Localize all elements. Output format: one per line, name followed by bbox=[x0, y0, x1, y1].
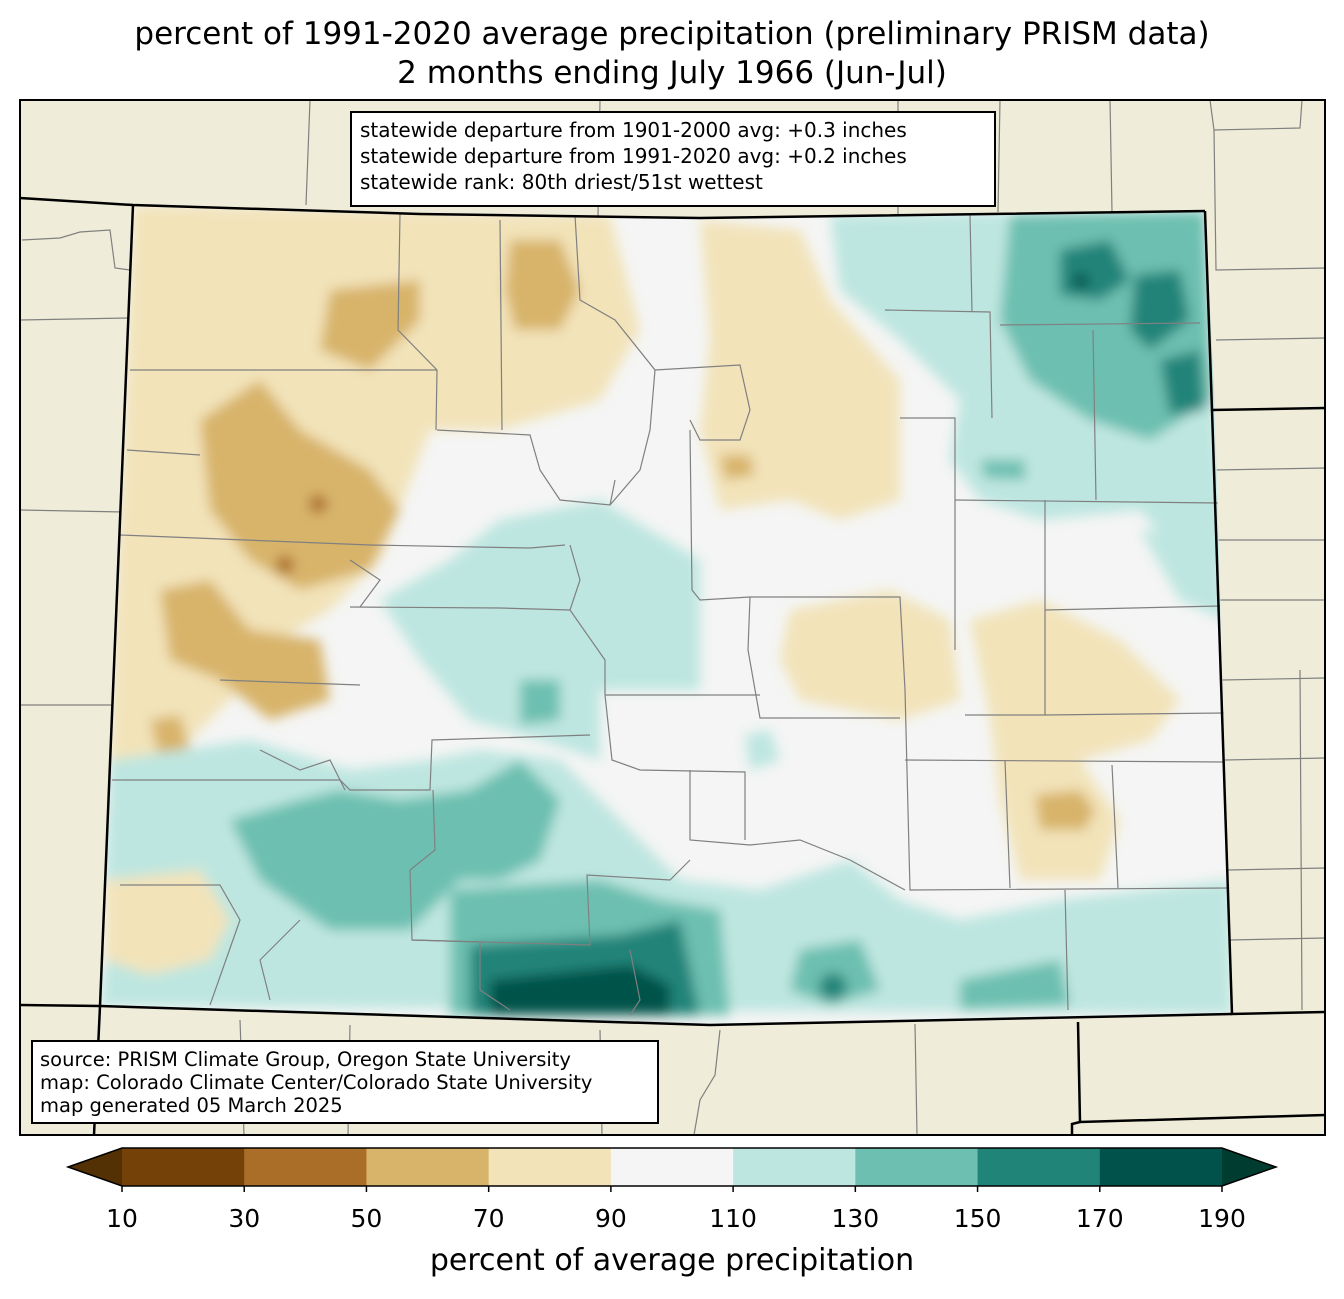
wet130-region-spot bbox=[520, 680, 560, 725]
colorbar-tick-label: 90 bbox=[594, 1204, 627, 1233]
wet170-region-south bbox=[490, 965, 670, 1015]
colorbar-segment bbox=[610, 1148, 734, 1186]
wet150-region-ne-b bbox=[1130, 270, 1190, 350]
colorbar-tick-label: 170 bbox=[1075, 1204, 1124, 1233]
colorbar-tick-label: 110 bbox=[709, 1204, 757, 1233]
map-title-line2: 2 months ending July 1966 (Jun-Jul) bbox=[397, 55, 947, 91]
dry50-region-d bbox=[505, 240, 580, 330]
stats-line-2: statewide departure from 1991-2020 avg: … bbox=[360, 144, 907, 168]
dry-region-front-range bbox=[700, 220, 900, 520]
dry50-region-f bbox=[1035, 790, 1095, 830]
colorbar-segment bbox=[733, 1148, 856, 1186]
colorbar-tick-label: 50 bbox=[350, 1204, 383, 1233]
wet130-region-southwest bbox=[230, 760, 560, 930]
map-frame bbox=[19, 99, 1326, 1136]
wet150-region-ne-c bbox=[1160, 350, 1205, 415]
wet-region-central bbox=[380, 500, 700, 760]
colorbar-tick-label: 10 bbox=[106, 1204, 138, 1233]
source-line-1: source: PRISM Climate Group, Oregon Stat… bbox=[40, 1048, 571, 1071]
colorbar-segment bbox=[244, 1148, 367, 1186]
colorbar-tick-label: 70 bbox=[472, 1204, 505, 1233]
colorbar-segment bbox=[855, 1148, 979, 1186]
dry30-spot-b bbox=[276, 556, 294, 574]
colorbar-tick-label: 130 bbox=[831, 1204, 880, 1233]
stats-line-1: statewide departure from 1901-2000 avg: … bbox=[360, 118, 907, 142]
colorado-county-lines bbox=[112, 213, 1231, 1016]
statewide-stats-box: statewide departure from 1901-2000 avg: … bbox=[350, 111, 996, 207]
colorbar bbox=[65, 1147, 1279, 1192]
colorbar-tick-label: 150 bbox=[953, 1204, 1002, 1233]
colorbar-tick-label: 190 bbox=[1198, 1204, 1246, 1233]
colorbar-under-arrow bbox=[68, 1148, 122, 1186]
wet150-spot-se bbox=[819, 973, 847, 1001]
source-line-2: map: Colorado Climate Center/Colorado St… bbox=[40, 1071, 593, 1094]
dry50-region-c bbox=[320, 280, 420, 370]
colorbar-over-arrow bbox=[1222, 1148, 1276, 1186]
stats-line-3: statewide rank: 80th driest/51st wettest bbox=[360, 170, 763, 194]
colorbar-segment bbox=[366, 1148, 490, 1186]
wet-region-lowerleft bbox=[745, 730, 780, 770]
dry30-spot-a bbox=[309, 495, 327, 513]
colorbar-segment bbox=[488, 1148, 612, 1186]
wet-region-east bbox=[1140, 530, 1225, 620]
dry-region-southwest bbox=[105, 870, 230, 975]
colorbar-tick-label: 30 bbox=[228, 1204, 261, 1233]
wet130-region-northeast bbox=[1000, 211, 1212, 440]
dry50-region-g bbox=[720, 455, 755, 480]
source-line-3: map generated 05 March 2025 bbox=[40, 1094, 343, 1117]
colorbar-segment bbox=[977, 1148, 1101, 1186]
dry50-region-e bbox=[150, 715, 190, 760]
wet130-region-southeast bbox=[790, 940, 880, 1005]
dry50-region-a bbox=[200, 380, 400, 590]
precip-anomaly-field bbox=[100, 205, 1232, 1025]
colorbar-segment bbox=[1099, 1148, 1223, 1186]
colorbar-label: percent of average precipitation bbox=[429, 1243, 915, 1278]
wet130-region-spot2 bbox=[980, 460, 1025, 480]
source-box: source: PRISM Climate Group, Oregon Stat… bbox=[31, 1040, 659, 1124]
colorbar-segment bbox=[122, 1148, 245, 1186]
dry50-region-b bbox=[160, 580, 330, 720]
map-title-line1: percent of 1991-2020 average precipitati… bbox=[134, 16, 1210, 52]
dry-region-east bbox=[970, 600, 1180, 880]
wet130-region-south-east2 bbox=[960, 960, 1070, 1010]
dry-region-eastcentral bbox=[780, 590, 960, 720]
wet170-spot-ne bbox=[1073, 273, 1089, 289]
